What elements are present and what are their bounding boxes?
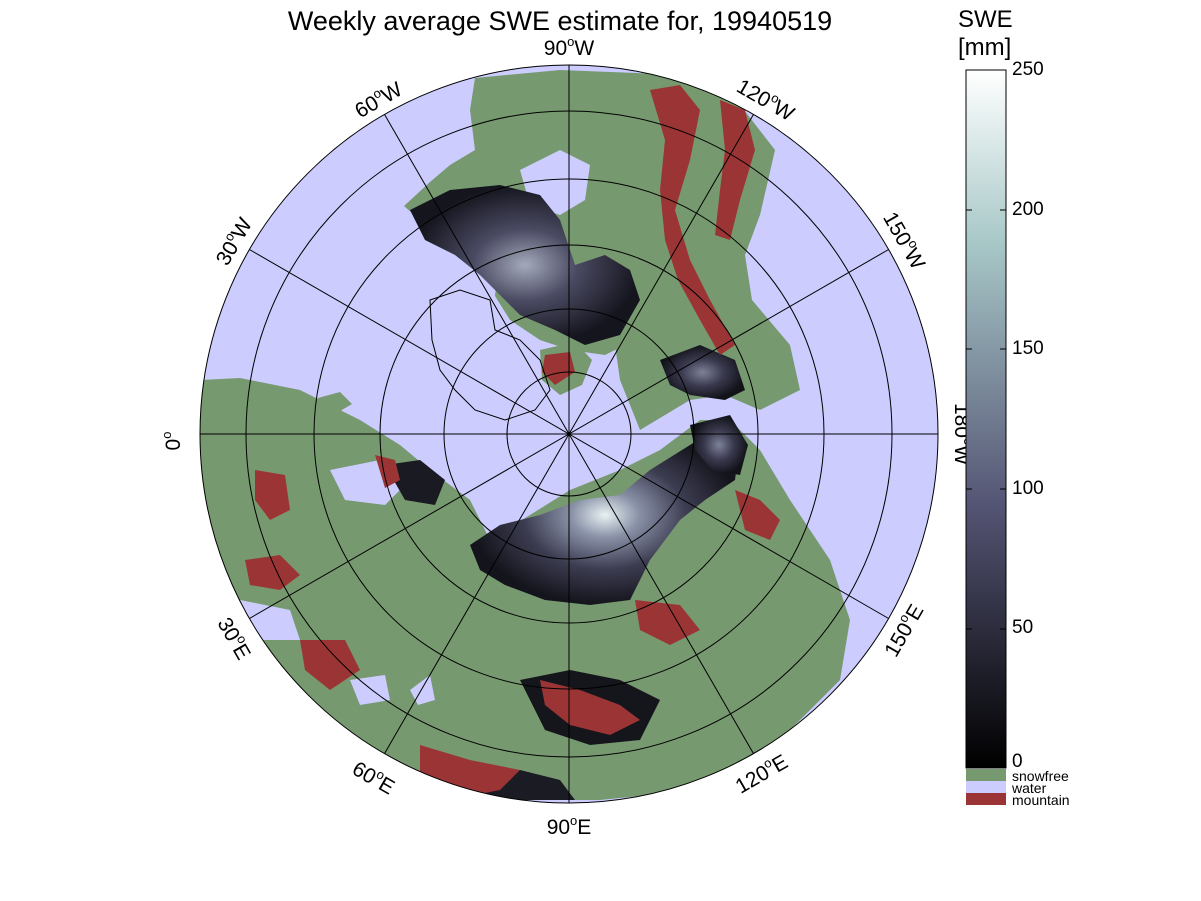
legend-label-mountain: mountain (1012, 792, 1070, 808)
lon-label-90e: 90oE (547, 813, 592, 839)
colorbar-tick-label: 0 (1012, 751, 1023, 772)
colorbar-title-line2: [mm] (958, 34, 1012, 61)
colorbar-tick-label: 100 (1012, 478, 1044, 499)
map-boundary (199, 64, 939, 804)
snow-north-america (410, 185, 640, 345)
landmass-north-america (404, 70, 800, 430)
iceland (318, 392, 352, 414)
mountain-europe-1 (255, 470, 290, 520)
legend-swatch-snowfree (966, 769, 1006, 781)
colorbar-gradient (965, 69, 1007, 769)
colorbar-ticks (966, 69, 1006, 769)
graticule (200, 65, 938, 803)
legend-label-water: water (1012, 780, 1047, 796)
mountain-alps (245, 555, 300, 590)
mountain-turkey (300, 640, 360, 690)
inland-sea-2 (350, 675, 390, 705)
mountain-west-coast (715, 100, 755, 240)
colorbar-tick-label: 200 (1012, 199, 1044, 220)
caspian-sea (410, 675, 435, 705)
mountain-greenland-south (542, 352, 575, 385)
legend-swatch-water (966, 781, 1006, 793)
snow-scandinavia (385, 460, 445, 505)
colorbar-tick-label: 50 (1012, 617, 1034, 638)
mountain-siberia-east (735, 490, 780, 540)
mountain-rockies (650, 85, 735, 355)
snow-siberia-east (690, 415, 748, 475)
colorbar (965, 69, 1007, 805)
colorbar-title: SWE [mm] (958, 6, 1013, 62)
snow-alaska (660, 345, 745, 400)
legend-label-snowfree: snowfree (1012, 768, 1069, 784)
lon-label-0: 0o (159, 432, 185, 451)
lon-label-90w: 90oW (544, 34, 595, 60)
mountain-ural (375, 455, 400, 488)
snow-siberia (470, 425, 740, 605)
greenland-outline (429, 289, 551, 421)
legend-swatch-mountain (966, 793, 1006, 805)
mountain-asia (540, 680, 640, 735)
colorbar-tick-label: 250 (1012, 59, 1044, 80)
map-disk (200, 65, 938, 803)
lon-label-60e: 60oE (348, 755, 400, 800)
meridian-150 (249, 249, 889, 619)
map-title: Weekly average SWE estimate for, 1994051… (287, 6, 833, 36)
colorbar-title-line1: SWE (958, 6, 1013, 33)
colorbar-tick-label: 150 (1012, 338, 1044, 359)
